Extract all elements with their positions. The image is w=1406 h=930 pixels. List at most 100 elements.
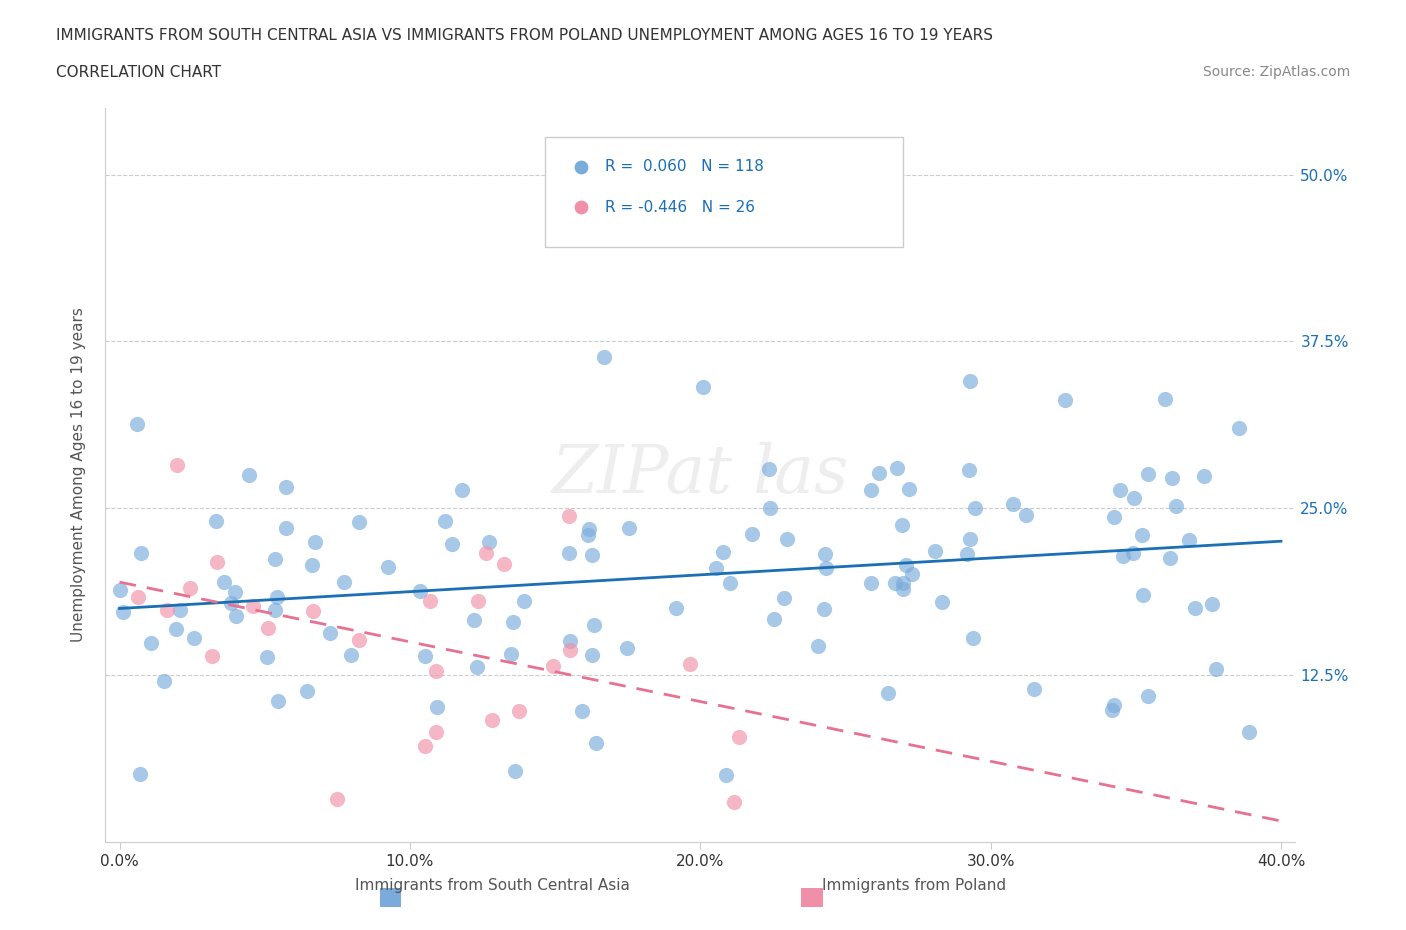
Point [274,479,297,494]
Point [807,638,830,653]
Point [893,576,915,591]
Point [723,794,745,809]
Point [758,461,780,476]
Point [413,738,436,753]
Point [263,552,285,567]
Point [877,686,900,701]
Point [616,641,638,656]
Point [1112,549,1135,564]
Point [901,566,924,581]
Point [1022,681,1045,696]
Point [894,557,917,572]
Point [959,532,981,547]
Point [242,598,264,613]
Point [1161,471,1184,485]
Point [776,532,799,547]
Point [302,604,325,618]
Point [583,618,606,632]
Point [558,509,581,524]
Point [962,631,984,645]
Point [204,513,226,528]
Point [1201,596,1223,611]
Point [127,417,149,432]
Point [1237,724,1260,739]
Point [1108,483,1130,498]
Point [131,545,153,560]
Point [1178,532,1201,547]
Point [772,591,794,605]
Point [183,631,205,645]
Point [897,482,920,497]
Point [111,604,134,619]
Text: R = -0.446   N = 26: R = -0.446 N = 26 [605,200,755,215]
Point [692,379,714,394]
Point [758,500,780,515]
Point [349,633,371,648]
Point [1205,662,1227,677]
Point [814,561,837,576]
Point [257,621,280,636]
Point [956,546,979,561]
Point [463,612,485,627]
Point [585,736,607,751]
Point [465,659,488,674]
Point [1102,510,1125,525]
Point [108,583,131,598]
Point [503,764,526,778]
Point [718,576,741,591]
Point [127,590,149,604]
Text: Immigrants from Poland: Immigrants from Poland [823,878,1005,893]
Point [578,522,600,537]
Point [1101,703,1123,718]
Point [224,585,246,600]
Point [179,580,201,595]
Text: ZIPat las: ZIPat las [551,442,849,508]
Point [728,729,751,744]
Point [264,603,287,618]
Point [319,625,342,640]
Point [225,609,247,624]
Point [165,622,187,637]
Point [304,534,326,549]
Point [326,791,349,806]
Point [1137,466,1160,481]
Point [1123,491,1146,506]
Point [1164,498,1187,513]
Point [924,543,946,558]
Point [1102,698,1125,712]
Point [169,603,191,618]
Point [1184,600,1206,615]
Point [890,518,912,533]
Text: IMMIGRANTS FROM SOUTH CENTRAL ASIA VS IMMIGRANTS FROM POLAND UNEMPLOYMENT AMONG : IMMIGRANTS FROM SOUTH CENTRAL ASIA VS IM… [56,28,993,43]
Point [1153,392,1175,406]
Point [886,460,908,475]
Point [377,560,399,575]
Point [571,704,593,719]
Point [1227,421,1250,436]
Point [440,537,463,551]
Point [478,535,501,550]
Point [139,635,162,650]
Point [576,527,599,542]
Point [860,483,883,498]
Point [266,590,288,604]
Point [238,468,260,483]
Point [413,648,436,663]
Point [201,648,224,663]
Point [513,593,536,608]
Point [593,349,616,364]
Point [256,649,278,664]
Point [859,576,882,591]
Point [499,646,522,661]
Text: Source: ZipAtlas.com: Source: ZipAtlas.com [1202,65,1350,79]
Point [617,521,640,536]
Text: R =  0.060   N = 118: R = 0.060 N = 118 [605,159,763,174]
Point [333,574,356,589]
Point [868,465,890,480]
Point [301,558,323,573]
Point [1137,689,1160,704]
Point [467,593,489,608]
Point [541,658,564,673]
Point [959,374,981,389]
Point [814,546,837,561]
